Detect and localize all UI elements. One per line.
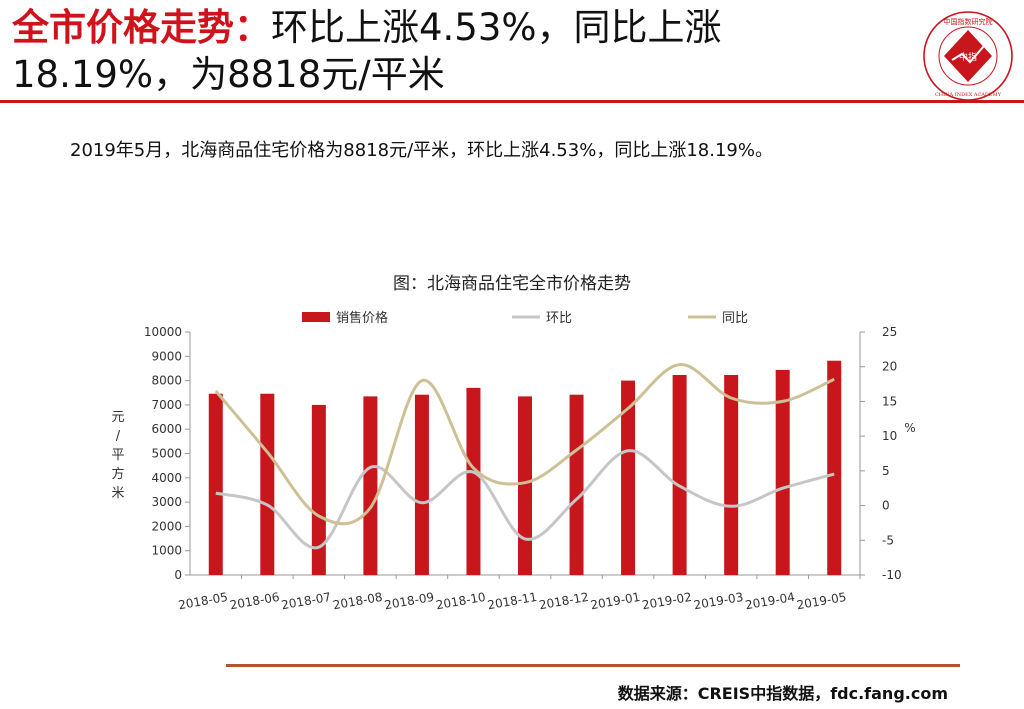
- x-tick-label: 2019-03: [693, 590, 745, 612]
- x-tick-label: 2019-02: [641, 590, 693, 612]
- y2-tick-label: -5: [882, 533, 894, 547]
- x-tick-label: 2018-06: [229, 590, 281, 612]
- bar-sales-price: [518, 396, 532, 575]
- y-axis-title: 米: [111, 486, 124, 501]
- y-axis-title: 平: [111, 448, 124, 463]
- y2-tick-label: 25: [882, 325, 897, 339]
- bar-sales-price: [621, 380, 636, 575]
- y-tick-label: 10000: [144, 325, 182, 339]
- y-tick-label: 9000: [151, 349, 182, 363]
- legend-label: 销售价格: [336, 310, 388, 326]
- bar-sales-price: [724, 375, 739, 575]
- x-tick-label: 2018-10: [435, 590, 487, 612]
- y2-tick-label: 0: [882, 499, 890, 513]
- y-tick-label: 5000: [151, 447, 182, 461]
- y-tick-label: 8000: [151, 374, 182, 388]
- x-tick-label: 2019-04: [744, 590, 796, 612]
- bar-sales-price: [260, 393, 275, 575]
- x-tick-label: 2018-08: [332, 590, 384, 612]
- chart-title: 图：北海商品住宅全市价格走势: [393, 274, 631, 294]
- y2-tick-label: 20: [882, 360, 897, 374]
- y-tick-label: 3000: [151, 495, 182, 509]
- x-tick-label: 2018-12: [538, 590, 590, 612]
- title-highlight: 全市价格走势：: [12, 6, 271, 49]
- page-title: 全市价格走势：环比上涨4.53%，同比上涨18.19%，为8818元/平米: [12, 4, 892, 98]
- x-tick-label: 2018-07: [280, 590, 332, 612]
- y-tick-label: 4000: [151, 471, 182, 485]
- y-tick-label: 6000: [151, 422, 182, 436]
- y2-tick-label: 5: [882, 464, 890, 478]
- bar-sales-price: [363, 396, 378, 575]
- y2-axis-title: %: [904, 421, 915, 435]
- legend-swatch: [302, 312, 330, 322]
- x-tick-label: 2018-09: [383, 590, 435, 612]
- bar-sales-price: [672, 375, 687, 575]
- bar-sales-price: [208, 393, 223, 575]
- y-tick-label: 0: [174, 568, 182, 582]
- x-tick-label: 2018-05: [177, 590, 229, 612]
- svg-text:中指: 中指: [959, 51, 977, 63]
- x-tick-label: 2019-01: [589, 590, 641, 612]
- bar-sales-price: [827, 360, 842, 575]
- y2-tick-label: -10: [882, 568, 902, 582]
- bar-sales-price: [569, 394, 584, 575]
- y-tick-label: 2000: [151, 519, 182, 533]
- y2-tick-label: 15: [882, 394, 897, 408]
- y-axis-title: 元: [111, 410, 124, 425]
- bar-sales-price: [466, 387, 481, 575]
- bar-sales-price: [775, 369, 790, 575]
- x-tick-label: 2019-05: [796, 590, 848, 612]
- svg-text:中国指数研究院: 中国指数研究院: [944, 17, 993, 26]
- y-axis-title: 方: [111, 466, 124, 482]
- y2-tick-label: 10: [882, 429, 897, 443]
- footer-divider: [226, 664, 960, 667]
- x-tick-label: 2018-11: [486, 590, 538, 612]
- line-mom: [215, 449, 835, 550]
- data-source: 数据来源：CREIS中指数据，fdc.fang.com: [617, 684, 948, 703]
- svg-text:CHINA INDEX ACADEMY: CHINA INDEX ACADEMY: [935, 92, 1002, 98]
- legend-label: 环比: [546, 311, 572, 326]
- title-divider: [0, 100, 1024, 103]
- y-tick-label: 1000: [151, 544, 182, 558]
- title-text: 环比上涨4.53%，同比上涨18.19%，为8818元/平米: [12, 6, 722, 96]
- line-yoy: [214, 363, 835, 526]
- bar-sales-price: [414, 394, 429, 575]
- y-tick-label: 7000: [151, 398, 182, 412]
- bar-sales-price: [311, 404, 326, 575]
- summary-text: 2019年5月，北海商品住宅价格为8818元/平米，环比上涨4.53%，同比上涨…: [70, 140, 773, 161]
- y-axis-title: /: [116, 429, 121, 444]
- legend-label: 同比: [722, 311, 748, 326]
